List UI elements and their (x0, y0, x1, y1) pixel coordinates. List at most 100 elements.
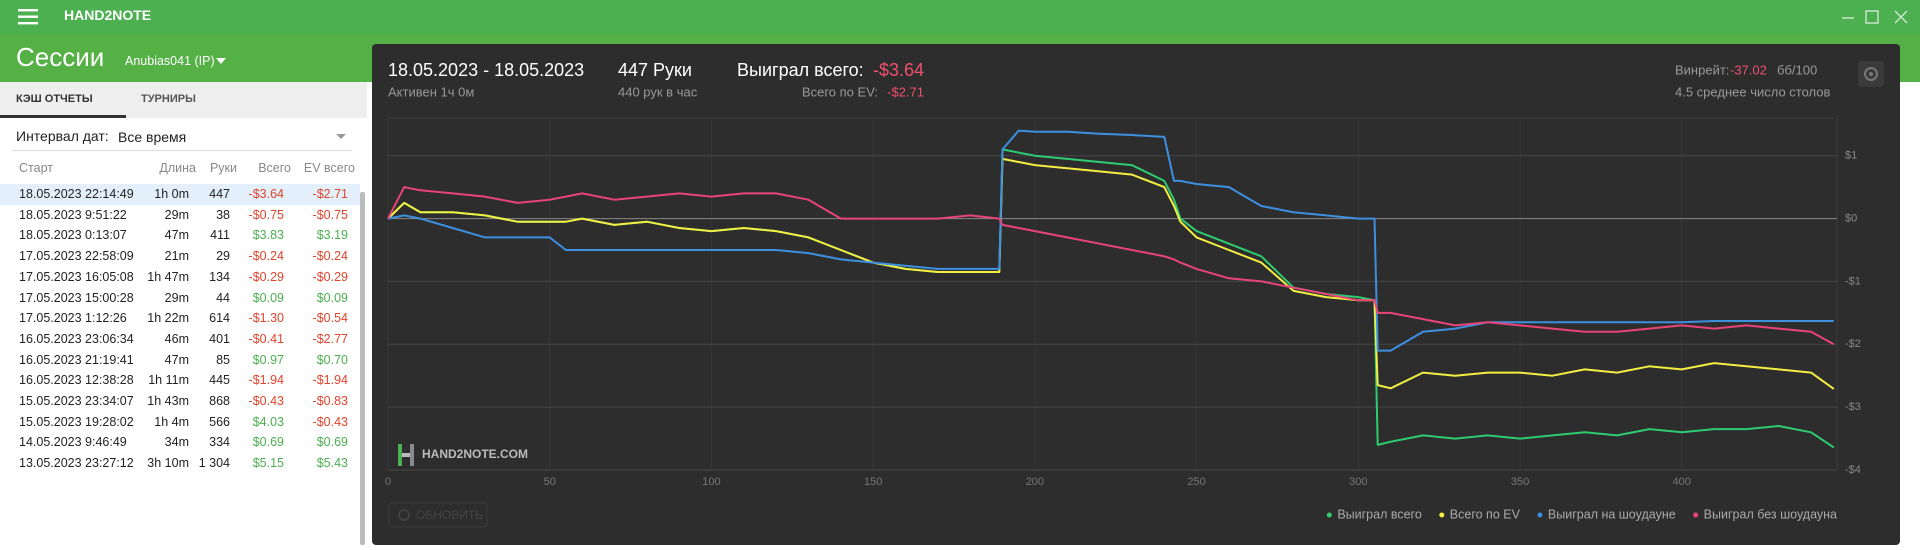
winrate-value: -37.02 (1730, 62, 1767, 77)
hands: 447 Руки (618, 60, 692, 80)
table-row[interactable]: 13.05.2023 23:27:12 3h 10m 1 304 $5.15 $5.43 (0, 453, 360, 474)
table-cell: -$0.75 (248, 207, 284, 222)
table-cell: -$0.83 (312, 394, 348, 408)
table-cell: -$0.41 (248, 331, 284, 346)
chart: 18.05.2023 - 18.05.2023 Активен 1ч 0м 44… (385, 60, 1884, 528)
table-cell: -$3.64 (248, 187, 284, 201)
table-cell: 38 (216, 207, 230, 222)
legend-label: Выиграл всего (1337, 507, 1422, 521)
table-cell: 1h 4m (154, 414, 189, 429)
table-row[interactable]: 18.05.2023 0:13:07 47m 411 $3.83 $3.19 (0, 225, 360, 246)
y-tick-label: -$4 (1845, 464, 1861, 476)
won-label: Выиграл всего: (737, 60, 864, 80)
table-cell: $0.97 (252, 352, 284, 367)
date-range: 18.05.2023 - 18.05.2023 (388, 60, 584, 80)
refresh-label[interactable]: ОБНОВИТЬ (416, 508, 483, 522)
table-row[interactable]: 18.05.2023 9:51:22 29m 38 -$0.75 -$0.75 (0, 205, 360, 226)
table-cell: 401 (209, 331, 230, 346)
table-cell: -$0.24 (248, 249, 284, 264)
table-cell: $0.09 (316, 290, 348, 305)
x-tick-label: 350 (1511, 476, 1529, 488)
table-row[interactable]: 17.05.2023 22:58:09 21m 29 -$0.24 -$0.24 (0, 246, 360, 267)
series-line (387, 148, 1835, 449)
x-tick-label: 100 (702, 476, 720, 488)
table-cell: -$0.29 (312, 269, 348, 284)
menu-button[interactable] (18, 9, 40, 25)
table-cell: -$2.77 (312, 331, 348, 346)
table-row[interactable]: 18.05.2023 22:14:49 1h 0m 447 -$3.64 -$2.71 (0, 184, 360, 205)
table-cell: 445 (209, 373, 230, 388)
table-row[interactable]: 17.05.2023 16:05:08 1h 47m 134 -$0.29 -$0.29 (0, 267, 360, 288)
table-cell: 21m (164, 249, 189, 264)
interval-label: Интервал дат: (16, 128, 109, 144)
account-selector[interactable]: Anubias041 (IP) (125, 54, 215, 68)
column-header: Старт (19, 161, 53, 175)
table-cell: 16.05.2023 21:19:41 (19, 352, 134, 367)
table-cell: 16.05.2023 23:06:34 (19, 331, 134, 346)
x-tick-label: 50 (544, 476, 556, 488)
table-row[interactable]: 16.05.2023 23:06:34 46m 401 -$0.41 -$2.77 (0, 329, 360, 350)
watermark: HAND2NOTE.COM (422, 447, 528, 461)
table-row[interactable]: 17.05.2023 1:12:26 1h 22m 614 -$1.30 -$0.54 (0, 308, 360, 329)
table-cell: 15.05.2023 19:28:02 (19, 414, 134, 429)
table-cell: $4.03 (252, 414, 284, 429)
table-cell: 1h 43m (147, 394, 189, 408)
settings-button[interactable] (1858, 61, 1884, 87)
table-cell: $0.69 (252, 435, 284, 450)
table-cell: 34m (164, 435, 189, 450)
table-row[interactable]: 16.05.2023 12:38:28 1h 11m 445 -$1.94 -$1.94 (0, 370, 360, 391)
page-title: Сессии (16, 42, 105, 72)
tab[interactable]: ТУРНИРЫ (141, 93, 196, 105)
table-cell: 46m (164, 331, 189, 346)
dropdown-arrow[interactable] (216, 58, 228, 66)
table-cell: -$2.71 (312, 187, 348, 201)
table-cell: 47m (164, 352, 189, 367)
table-cell: $3.83 (252, 228, 284, 243)
table-row[interactable]: 14.05.2023 9:46:49 34m 334 $0.69 $0.69 (0, 432, 360, 453)
table-cell: 13.05.2023 23:27:12 (19, 456, 134, 471)
legend-label: Выиграл без шоудауна (1704, 507, 1837, 521)
table-cell: -$0.24 (312, 249, 348, 264)
tab[interactable]: КЭШ ОТЧЕТЫ (16, 93, 93, 105)
table-cell: -$0.43 (312, 414, 348, 429)
column-header: Руки (209, 161, 237, 175)
sessions-table: Старт Длина Руки Всего EV всего 18.05.2023 22… (0, 158, 367, 545)
table-cell: 1h 47m (147, 269, 189, 284)
table-cell: 1h 0m (154, 187, 189, 201)
table-row[interactable]: 15.05.2023 23:34:07 1h 43m 868 -$0.43 -$0.83 (0, 391, 360, 412)
series-line (387, 186, 1835, 346)
title-bar: HAND2NOTE (0, 0, 1920, 34)
table-cell: 1h 22m (147, 311, 189, 326)
table-row[interactable]: 15.05.2023 19:28:02 1h 4m 566 $4.03 -$0.43 (0, 412, 360, 433)
x-tick-label: 150 (864, 476, 882, 488)
table-cell: 29m (164, 207, 189, 222)
table-cell: 85 (216, 352, 230, 367)
table-cell: -$1.94 (248, 373, 284, 388)
interval-select[interactable]: Все время (118, 129, 187, 145)
select-arrow[interactable] (336, 134, 348, 142)
table-cell: $0.09 (252, 290, 284, 305)
tabs: КЭШ ОТЧЕТЫ ТУРНИРЫ (0, 82, 367, 118)
refresh-button[interactable] (388, 502, 488, 528)
won-value: -$3.64 (873, 60, 924, 80)
column-header: Всего (258, 161, 291, 175)
window-controls[interactable] (1834, 6, 1918, 28)
table-row[interactable]: 17.05.2023 15:00:28 29m 44 $0.09 $0.09 (0, 288, 360, 309)
table-cell: 17.05.2023 15:00:28 (19, 290, 134, 305)
active-time: Активен 1ч 0м (388, 84, 474, 99)
series-line (387, 157, 1835, 390)
legend-marker (1326, 512, 1332, 518)
table-cell: 18.05.2023 9:51:22 (19, 207, 127, 222)
table-cell: 18.05.2023 0:13:07 (19, 228, 127, 243)
plot-area (387, 117, 1838, 471)
table-cell: 1 304 (198, 456, 230, 471)
scrollbar[interactable] (360, 192, 365, 545)
table-row[interactable]: 16.05.2023 21:19:41 47m 85 $0.97 $0.70 (0, 350, 360, 371)
divider (12, 150, 352, 151)
series-line (387, 129, 1834, 352)
column-header: EV всего (303, 161, 355, 175)
table-cell: $3.19 (316, 228, 348, 243)
winrate-unit: бб/100 (1777, 62, 1817, 77)
winrate-label: Винрейт: (1675, 62, 1729, 77)
legend-marker (1439, 512, 1445, 518)
